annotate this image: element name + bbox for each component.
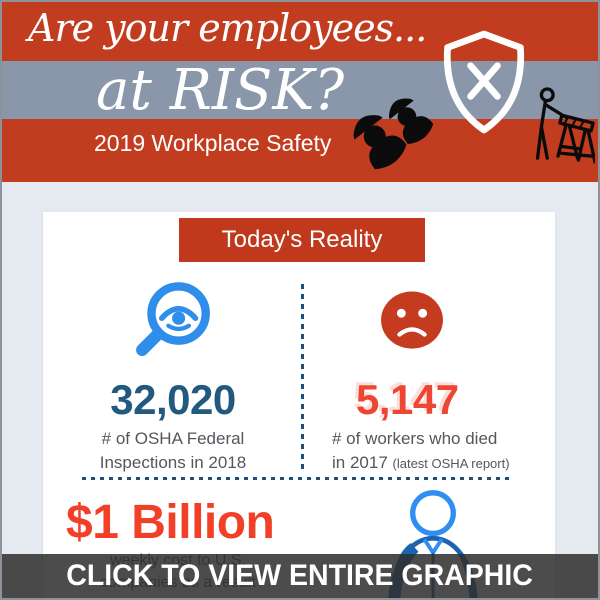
horizontal-dotted-divider	[82, 477, 514, 480]
view-entire-graphic-label: CLICK TO VIEW ENTIRE GRAPHIC	[66, 559, 534, 592]
stat-deaths-value: 5,147	[356, 376, 459, 423]
header-title-line1: Are your employees...	[28, 6, 427, 50]
stat-deaths-label: # of workers who died in 2017 (latest OS…	[332, 427, 543, 476]
stat-deaths: 5,147 # of workers who died in 2017 (lat…	[328, 272, 543, 476]
gray-band	[2, 61, 598, 119]
content-card: Today's Reality 32,020 # of OSHA Federal…	[43, 212, 555, 598]
stat-inspections-value: 32,020	[110, 376, 236, 423]
header-title-line2: at RISK?	[96, 58, 345, 123]
worker-sawhorse-icon	[535, 87, 595, 164]
stat-deaths-label-line2: in 2017	[332, 453, 388, 472]
stat-inspections-label-line1: # of OSHA Federal	[101, 429, 245, 448]
sad-face-icon	[381, 291, 443, 349]
header-subtitle: 2019 Workplace Safety	[94, 130, 332, 156]
magnifier-eye-icon	[136, 282, 210, 357]
shield-x-icon	[443, 30, 525, 134]
stat-inspections-label-line2: Inspections in 2018	[99, 453, 247, 472]
cost-value: $1 Billion	[66, 496, 275, 549]
stat-inspections: 32,020 # of OSHA Federal Inspections in …	[63, 272, 283, 475]
stat-deaths-label-line1: # of workers who died	[332, 429, 498, 448]
stat-inspections-label: # of OSHA Federal Inspections in 2018	[63, 427, 283, 475]
vertical-dotted-divider	[301, 284, 304, 472]
header-banner: Are your employees... at RISK? 2019 Work…	[2, 2, 598, 182]
view-entire-graphic-button[interactable]: CLICK TO VIEW ENTIRE GRAPHIC	[2, 554, 598, 598]
stat-deaths-label-note: (latest OSHA report)	[392, 456, 510, 471]
todays-reality-heading-box: Today's Reality	[179, 218, 425, 262]
todays-reality-heading: Today's Reality	[221, 226, 383, 253]
hardhat-workers-icon	[353, 98, 434, 170]
